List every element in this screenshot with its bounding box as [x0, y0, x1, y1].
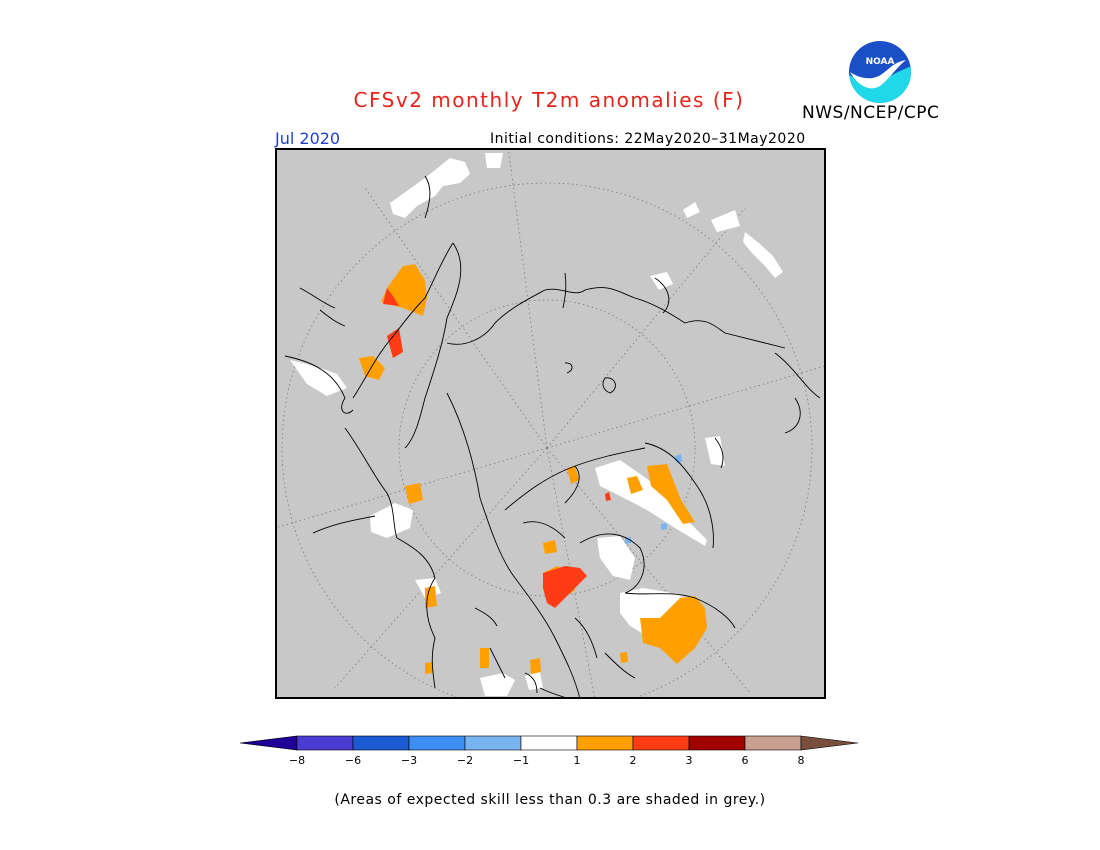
coastlines — [284, 175, 821, 699]
initial-conditions: Initial conditions: 22May2020–31May2020 — [490, 131, 806, 147]
colorbar-tick-label: 2 — [630, 754, 637, 767]
graticule — [275, 148, 826, 699]
colorbar: −8 −6 −3 −2 −1 1 2 3 6 8 — [239, 735, 859, 767]
anomaly-2-3-areas — [383, 288, 611, 608]
colorbar-tick-label: 3 — [686, 754, 693, 767]
colorbar-tick-label: 8 — [798, 754, 805, 767]
logo-text: NOAA — [866, 57, 895, 67]
polar-map — [275, 148, 826, 699]
forecast-month: Jul 2020 — [275, 129, 341, 148]
colorbar-bin-7 — [632, 735, 690, 751]
colorbar-bin-9 — [744, 735, 802, 751]
map-frame — [275, 148, 826, 699]
colorbar-tick-label: 6 — [742, 754, 749, 767]
colorbar-tick-label: −8 — [289, 754, 305, 767]
skill-note: (Areas of expected skill less than 0.3 a… — [334, 792, 766, 808]
colorbar-tick-label: −2 — [457, 754, 473, 767]
colorbar-tick-label: 1 — [574, 754, 581, 767]
colorbar-bin-0 — [239, 735, 298, 751]
colorbar-tick-label: −6 — [345, 754, 361, 767]
map-title: CFSv2 monthly T2m anomalies (F) — [353, 88, 745, 112]
colorbar-bin-1 — [296, 735, 354, 751]
colorbar-bin-10 — [800, 735, 859, 751]
colorbar-tick-label: −3 — [401, 754, 417, 767]
colorbar-bin-3 — [408, 735, 466, 751]
colorbar-tick-label: −1 — [513, 754, 529, 767]
map-background — [275, 148, 826, 699]
colorbar-bins — [239, 735, 859, 751]
colorbar-bin-5 — [520, 735, 578, 751]
anomaly-1-2-areas — [359, 264, 707, 674]
colorbar-ticks: −8 −6 −3 −2 −1 1 2 3 6 8 — [289, 754, 805, 767]
colorbar-bin-2 — [352, 735, 410, 751]
colorbar-bin-8 — [688, 735, 746, 751]
colorbar-bin-4 — [464, 735, 522, 751]
colorbar-bin-6 — [576, 735, 634, 751]
noaa-logo: NOAA — [849, 41, 911, 103]
agency-label: NWS/NCEP/CPC — [802, 103, 940, 123]
